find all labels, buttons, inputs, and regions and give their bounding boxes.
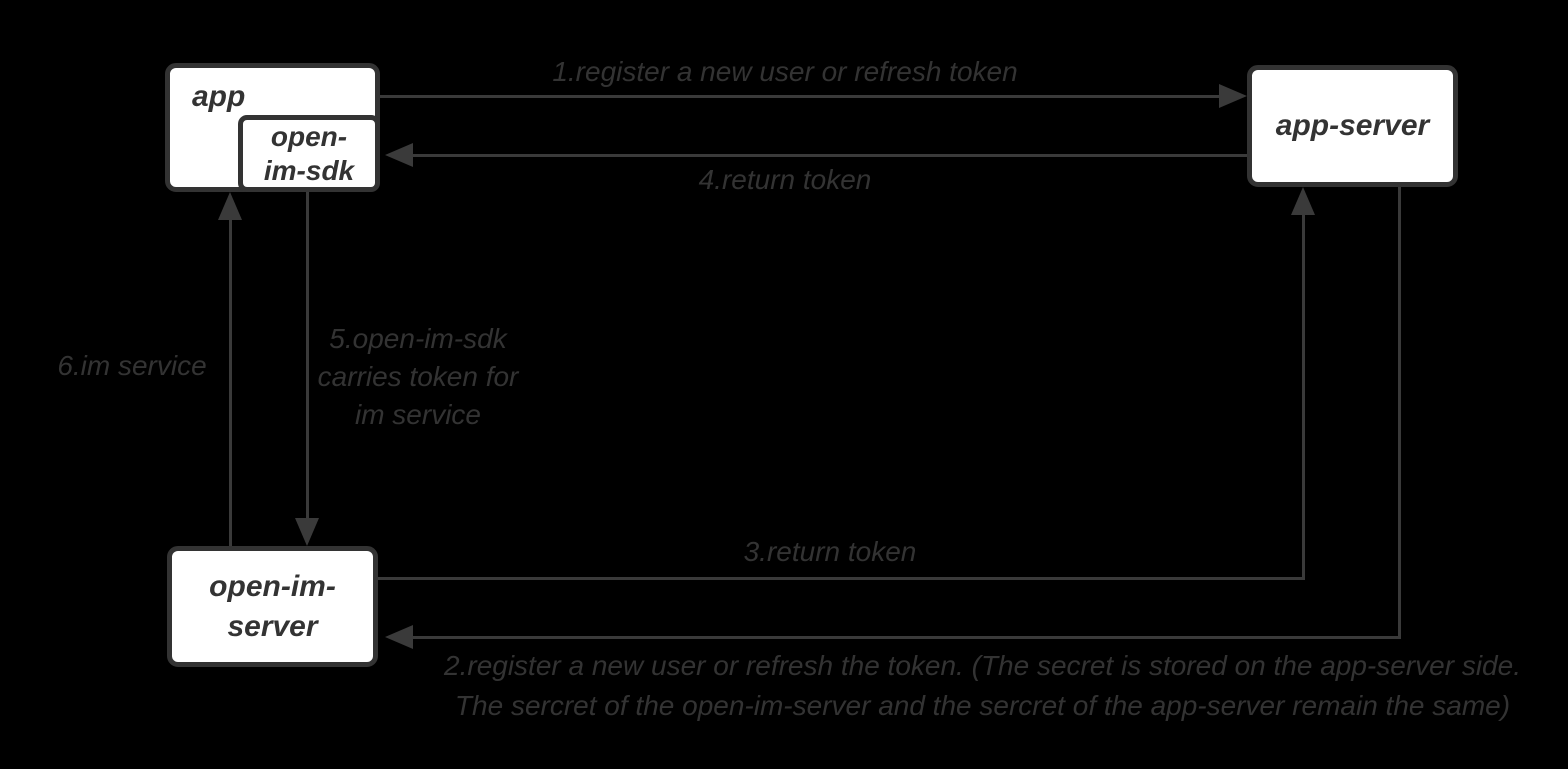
node-open-im-sdk-label: open- im-sdk	[263, 120, 355, 186]
edge-6-label: 6.im service	[57, 350, 207, 381]
edge-3-label: 3.return token	[743, 536, 917, 567]
edge-2-line-horizontal	[413, 636, 1401, 639]
edge-4-line	[413, 154, 1247, 157]
edge-1-label: 1.register a new user or refresh token	[552, 56, 1018, 87]
edge-2-line-vertical	[1398, 187, 1401, 639]
edge-1-arrowhead-right-icon	[1219, 84, 1247, 108]
edge-6-line	[229, 220, 232, 546]
edge-6-arrowhead-up-icon	[218, 192, 242, 220]
edge-3-line-vertical	[1302, 215, 1305, 580]
node-open-im-sdk: open- im-sdk	[238, 115, 380, 192]
edge-4-label: 4.return token	[698, 164, 872, 195]
edge-2-arrowhead-left-icon	[385, 625, 413, 649]
edge-5-arrowhead-down-icon	[295, 518, 319, 546]
edge-3-arrowhead-up-icon	[1291, 187, 1315, 215]
node-open-im-server-label: open-im- server	[209, 569, 336, 643]
edge-4-arrowhead-left-icon	[385, 143, 413, 167]
edge-5-label: 5.open-im-sdk carries token for im servi…	[317, 323, 519, 430]
node-open-im-server: open-im- server	[167, 546, 378, 667]
node-app-server-label: app-server	[1275, 109, 1430, 142]
edge-2-label: 2.register a new user or refresh the tok…	[444, 650, 1521, 721]
edge-3-line-horizontal	[378, 577, 1305, 580]
edge-5-line	[306, 192, 309, 518]
node-app-label: app	[192, 80, 246, 113]
node-app-server: app-server	[1247, 65, 1458, 187]
edge-1-line	[380, 95, 1219, 98]
